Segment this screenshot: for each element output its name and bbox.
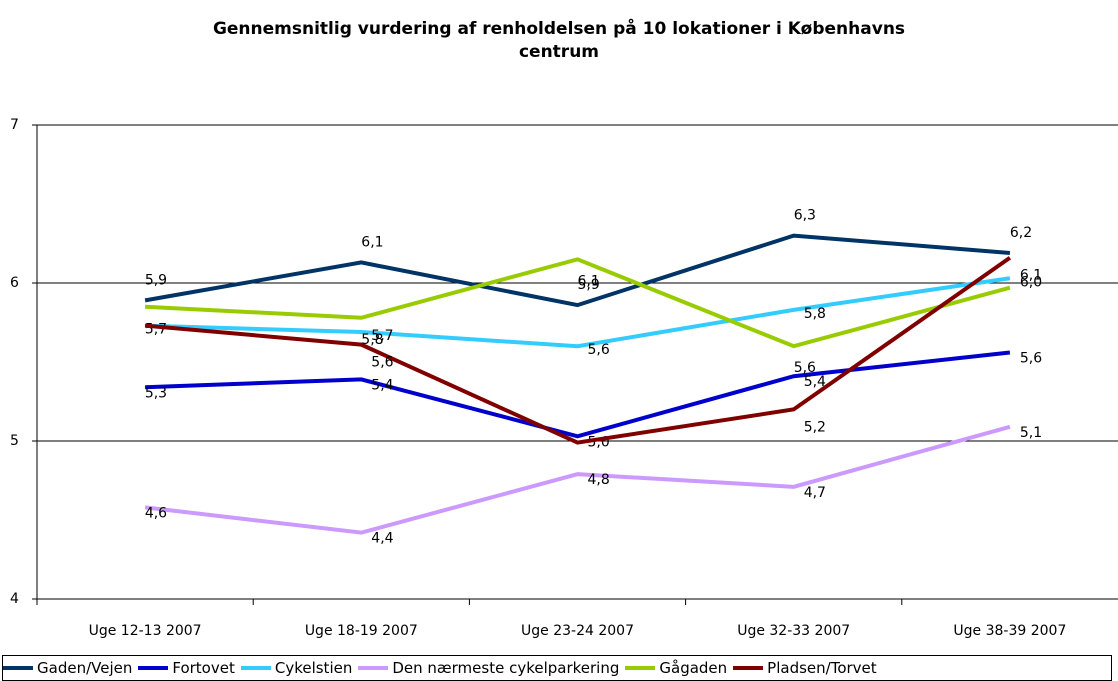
data-label: 5,6 <box>588 342 610 358</box>
data-label: 4,8 <box>588 472 610 488</box>
data-label: 4,4 <box>371 531 393 547</box>
data-label: 6,1 <box>578 273 600 289</box>
series-line <box>145 276 1011 349</box>
x-tick-label: Uge 23-24 2007 <box>521 623 634 639</box>
data-label: 5,3 <box>145 385 167 401</box>
data-label: 5,4 <box>371 377 393 393</box>
data-label: 5,8 <box>361 332 383 348</box>
series-line <box>144 256 1012 445</box>
data-label: 5,4 <box>804 374 826 390</box>
data-label: 5,8 <box>804 306 826 322</box>
y-tick-label: 6 <box>10 275 19 291</box>
x-tick-label: Uge 38-39 2007 <box>953 623 1066 639</box>
legend-label: Den nærmeste cykelparkering <box>392 659 620 677</box>
legend-item: Gågaden <box>625 659 727 677</box>
data-label: 6,0 <box>1020 274 1042 290</box>
legend: Gaden/Vejen Fortovet Cykelstien Den nærmest… <box>2 655 1112 681</box>
data-label: 6,1 <box>1020 268 1042 284</box>
data-label: 5,9 <box>145 272 167 288</box>
y-tick-label: 5 <box>10 433 19 449</box>
legend-swatch <box>625 666 656 670</box>
series-line <box>144 257 1011 349</box>
legend-item: Den nærmeste cykelparkering <box>358 659 619 677</box>
data-label: 5,9 <box>578 277 600 293</box>
legend-swatch <box>240 666 271 670</box>
data-label: 4,7 <box>804 485 826 501</box>
data-label: 5,6 <box>371 355 393 371</box>
series-line <box>144 233 1011 308</box>
legend-swatch <box>3 666 33 670</box>
legend-item: Pladsen/Torvet <box>733 659 877 677</box>
legend-swatch <box>358 666 389 670</box>
chart: 4 5 6 7 Uge 12-13 2007 Uge 18-19 2007 Uge 23-2… <box>10 117 1118 639</box>
legend-item: Fortovet <box>138 659 235 677</box>
legend-swatch <box>733 666 764 670</box>
data-label: 6,3 <box>794 208 816 224</box>
chart-title: Gennemsnitlig vurdering af renholdelsen … <box>212 19 906 62</box>
x-tick-label: Uge 32-33 2007 <box>737 623 850 639</box>
data-label: 5,1 <box>1020 425 1042 441</box>
y-tick-label: 7 <box>10 117 19 133</box>
legend-item: Gaden/Vejen <box>3 659 132 677</box>
legend-item: Cykelstien <box>240 659 353 677</box>
data-label: 5,6 <box>794 360 816 376</box>
series-line <box>145 350 1011 439</box>
legend-swatch <box>138 666 169 670</box>
data-label: 5,2 <box>804 419 826 435</box>
legend-label: Gaden/Vejen <box>37 659 133 677</box>
legend-label: Pladsen/Torvet <box>767 659 877 677</box>
x-tick-label: Uge 18-19 2007 <box>305 623 418 639</box>
data-label: 5,7 <box>371 328 393 344</box>
legend-label: Gågaden <box>659 659 728 677</box>
data-label: 4,6 <box>145 505 167 521</box>
legend-label: Cykelstien <box>274 659 353 677</box>
data-label: 6,1 <box>361 234 383 250</box>
series-line <box>144 424 1011 535</box>
x-tick-label: Uge 12-13 2007 <box>89 623 202 639</box>
y-tick-label: 4 <box>10 591 19 607</box>
data-label: 5,6 <box>1020 351 1042 367</box>
legend-label: Fortovet <box>172 659 235 677</box>
data-label: 6,2 <box>1010 225 1032 241</box>
